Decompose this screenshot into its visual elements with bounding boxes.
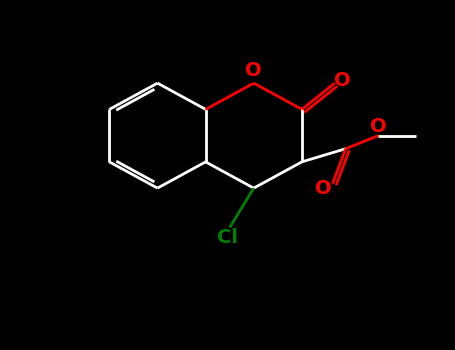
Text: Cl: Cl [217, 228, 238, 247]
Text: O: O [334, 71, 350, 90]
Text: O: O [315, 178, 332, 198]
Text: O: O [370, 117, 387, 135]
Text: O: O [245, 61, 262, 80]
